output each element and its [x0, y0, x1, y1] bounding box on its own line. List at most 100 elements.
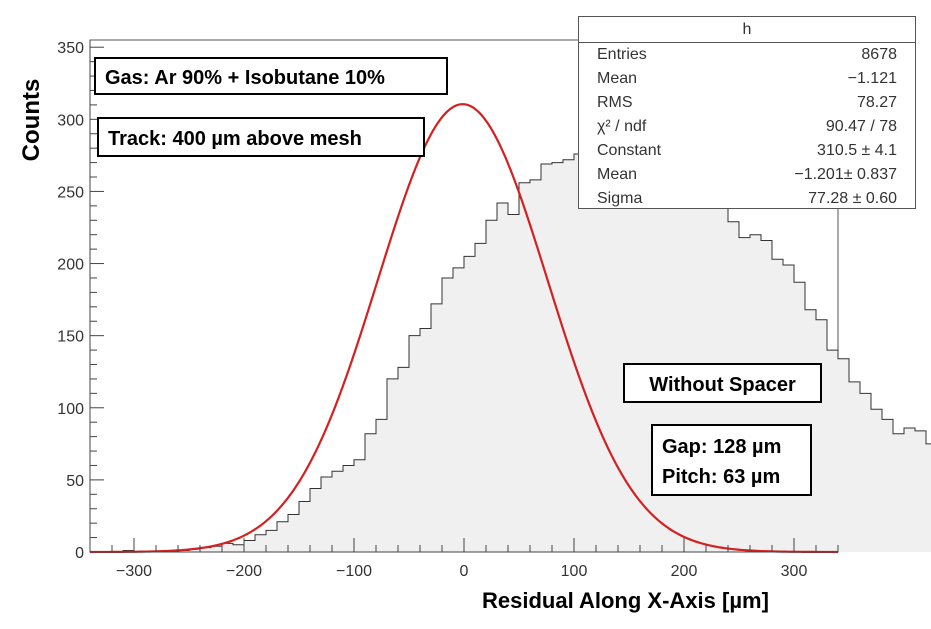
histogram-bin [915, 430, 926, 552]
histogram-bin [849, 381, 860, 552]
x-tick-label: 0 [460, 563, 469, 580]
x-tick-label: −300 [116, 563, 152, 580]
histogram-bin [409, 335, 420, 552]
pitch-text: Pitch: 63 µm [662, 466, 781, 488]
histogram-bin [827, 350, 838, 552]
histogram-bin [233, 544, 244, 552]
histogram-bin [783, 264, 794, 552]
y-tick-label: 100 [57, 401, 84, 418]
histogram-bin [475, 243, 486, 553]
stats-box: h Entries 8678 Mean −1.121 RMS 78.27 χ² … [578, 16, 916, 209]
histogram-bin [871, 409, 882, 552]
fit-curve [90, 103, 838, 554]
histogram-bin [662, 114, 673, 552]
histogram-bin [618, 133, 629, 553]
histogram-bin [387, 378, 398, 552]
y-tick-label: 150 [57, 329, 84, 346]
stats-row: Constant 310.5 ± 4.1 [579, 139, 915, 163]
histogram-bin [530, 179, 541, 552]
histogram-bin [497, 202, 508, 552]
stats-key: Sigma [597, 190, 643, 207]
histogram-bin [299, 501, 310, 552]
histogram-bin [651, 110, 662, 553]
histogram-bin [332, 471, 343, 552]
histogram-bin [464, 256, 475, 552]
track-annotation: Track: 400 µm above mesh [97, 117, 425, 157]
stats-key: RMS [597, 94, 633, 111]
stats-key: Mean [597, 70, 638, 87]
histogram-bin [288, 514, 299, 552]
histogram-bin [211, 546, 222, 552]
gap-pitch-annotation: Gap: 128 µm Pitch: 63 µm [651, 424, 812, 496]
y-tick-label: 200 [57, 257, 84, 274]
histogram-bin [321, 477, 332, 552]
y-tick-label: 250 [57, 184, 84, 201]
stats-value: −1.121 [847, 70, 897, 87]
y-tick-label: 50 [66, 473, 84, 490]
histogram-bin [189, 549, 200, 552]
y-tick-label: 350 [57, 40, 84, 57]
histogram-bin [563, 159, 574, 553]
histogram-bin [420, 328, 431, 552]
stats-key: Constant [597, 142, 662, 159]
histogram-bin [266, 530, 277, 552]
y-axis-label: Counts [18, 78, 45, 162]
histogram-outline [90, 110, 931, 553]
histogram-bin [882, 419, 893, 552]
y-tick-label: 0 [75, 545, 84, 562]
histogram-bin [904, 427, 915, 552]
histogram-bin [453, 267, 464, 552]
histogram-bin [860, 393, 871, 552]
histogram-bin [354, 459, 365, 552]
x-axis-label: Residual Along X-Axis [µm] [482, 588, 769, 613]
stats-value: 8678 [861, 46, 897, 63]
histogram-bin [794, 282, 805, 552]
histogram-bin [541, 164, 552, 552]
x-tick-label: 100 [561, 563, 588, 580]
histogram-bin [508, 214, 519, 552]
histogram-bin [596, 148, 607, 553]
stats-value: 78.27 [856, 94, 897, 111]
histogram-bin [772, 259, 783, 552]
histogram-bin [519, 182, 530, 553]
histogram-bin [255, 534, 266, 552]
histogram-bin [343, 465, 354, 552]
stats-key: Entries [597, 46, 647, 63]
histogram-bin [816, 319, 827, 552]
histogram-bin [585, 162, 596, 552]
histogram-bin [926, 443, 931, 552]
histogram-bin [442, 277, 453, 552]
stats-row: RMS 78.27 [579, 91, 915, 115]
y-tick-label: 300 [57, 112, 84, 129]
histogram-bin [310, 488, 321, 552]
stats-value: −1.201± 0.837 [794, 166, 897, 183]
x-tick-label: −200 [226, 563, 262, 580]
x-tick-label: −100 [336, 563, 372, 580]
stats-value: 310.5 ± 4.1 [817, 142, 897, 159]
histogram-bin [893, 433, 904, 552]
gap-text: Gap: 128 µm [662, 436, 782, 458]
histogram-bin [398, 367, 409, 552]
stats-value: 77.28 ± 0.60 [808, 190, 897, 207]
histogram-bin [640, 119, 651, 552]
stats-value: 90.47 / 78 [825, 118, 897, 135]
histogram-bin [607, 140, 618, 552]
histogram-bin [574, 153, 585, 552]
histogram-bin [486, 220, 497, 553]
stats-row: Entries 8678 [579, 43, 915, 67]
stats-key: Mean [597, 166, 638, 183]
histogram-bin [838, 358, 849, 552]
stats-title: h [579, 17, 915, 43]
histogram-bin [376, 419, 387, 552]
histogram-bin [629, 123, 640, 553]
stats-row: χ² / ndf 90.47 / 78 [579, 115, 915, 139]
histogram-bin [178, 550, 189, 552]
stats-row: Mean −1.201± 0.837 [579, 163, 915, 187]
x-tick-label: 300 [781, 563, 808, 580]
stats-key: χ² / ndf [597, 118, 647, 135]
stats-row: Mean −1.121 [579, 67, 915, 91]
histogram-bin [552, 162, 563, 552]
histogram-bin [244, 540, 255, 552]
histogram-bin [365, 433, 376, 552]
